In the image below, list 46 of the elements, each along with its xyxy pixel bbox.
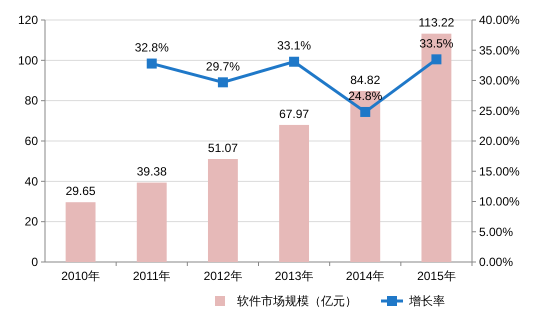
y-tick-label: 100 [18, 53, 38, 68]
bar [66, 202, 96, 262]
data-label: 29.7% [206, 59, 240, 74]
data-label: 51.07 [208, 141, 238, 156]
data-label: 24.8% [348, 88, 383, 103]
y-tick-label: 40 [24, 174, 38, 188]
point [218, 77, 228, 88]
x-tick-label: 2014年 [346, 269, 385, 283]
x-tick-label: 2011年 [132, 269, 171, 283]
point [431, 54, 442, 64]
y2-tick-label: 30.00% [479, 74, 520, 88]
data-label: 33.1% [277, 38, 312, 53]
data-label: 32.8% [134, 40, 170, 55]
data-label: 29.65 [66, 184, 96, 198]
data-label: 84.82 [350, 72, 381, 87]
bar [421, 34, 452, 262]
y-tick-label: 80 [24, 94, 38, 108]
data-label: 33.5% [419, 36, 454, 50]
y2-tick-label: 5.00% [479, 224, 514, 239]
x-tick-label: 2015年 [417, 269, 456, 283]
point [289, 56, 300, 67]
point [146, 58, 157, 69]
bar [279, 124, 310, 262]
x-tick-label: 2012年 [204, 269, 242, 283]
data-label: 113.22 [418, 16, 455, 30]
bar [208, 159, 238, 262]
data-label: 67.97 [279, 106, 310, 121]
y2-tick-label: 0.00% [479, 255, 514, 269]
y-tick-label: 20 [24, 214, 38, 229]
y-tick-label: 0 [31, 255, 38, 269]
y2-tick-label: 10.00% [479, 194, 520, 208]
y2-tick-label: 40.00% [479, 13, 520, 27]
y2-tick-label: 35.00% [479, 43, 520, 58]
bar [136, 182, 167, 262]
x-tick-label: 2010年 [61, 269, 100, 283]
y-tick-label: 60 [24, 134, 38, 148]
point [360, 106, 370, 117]
x-tick-label: 2013年 [274, 269, 314, 283]
bar [350, 90, 380, 262]
y2-tick-label: 20.00% [479, 134, 520, 148]
data-label: 39.38 [136, 164, 168, 179]
y-tick-label: 120 [18, 13, 38, 27]
y2-tick-label: 25.00% [479, 104, 520, 118]
legend-label: 增长率 [408, 294, 445, 308]
y2-tick-label: 15.00% [479, 164, 520, 178]
legend-label: 软件市场规模（亿元） [237, 294, 357, 308]
